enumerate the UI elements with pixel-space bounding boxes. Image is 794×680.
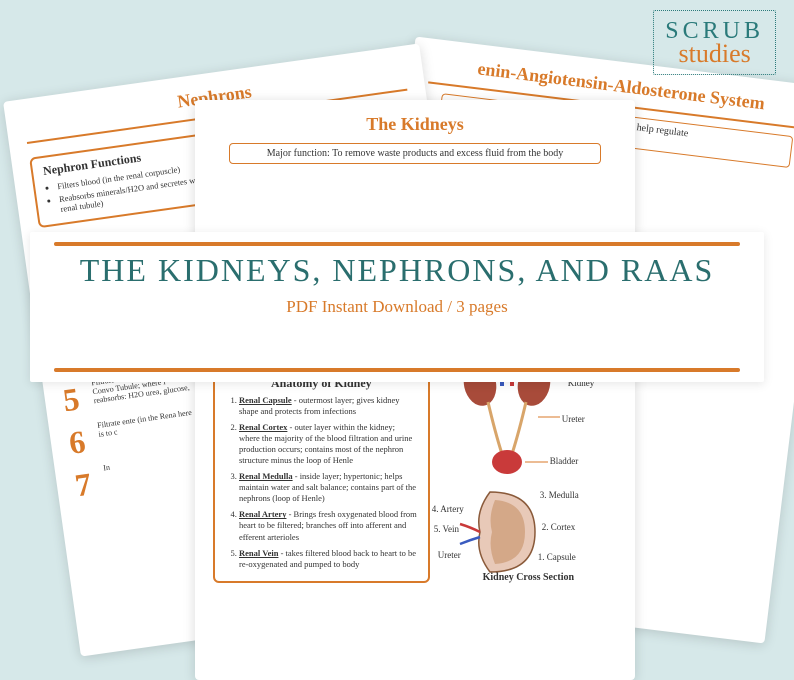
anatomy-list: Renal Capsule - outermost layer; gives k… xyxy=(225,395,418,570)
brand-logo: SCRUB studies xyxy=(665,18,764,69)
label-bladder: Bladder xyxy=(550,456,635,466)
anatomy-item: Renal Capsule - outermost layer; gives k… xyxy=(239,395,418,417)
label-medulla: 3. Medulla xyxy=(540,490,635,500)
title-banner: THE KIDNEYS, NEPHRONS, AND RAAS PDF Inst… xyxy=(30,232,764,382)
term: Renal Cortex xyxy=(239,422,287,432)
anatomy-item: Renal Vein - takes filtered blood back t… xyxy=(239,548,418,570)
anatomy-item: Renal Artery - Brings fresh oxygenated b… xyxy=(239,509,418,542)
term: Renal Vein xyxy=(239,548,278,558)
label-ureter: Ureter xyxy=(562,414,635,424)
major-function: Major function: To remove waste products… xyxy=(229,143,601,164)
banner-title: THE KIDNEYS, NEPHRONS, AND RAAS xyxy=(60,252,734,289)
step-num: 5 xyxy=(61,379,94,420)
anatomy-diagram: Kidney Ureter Bladder 3. Medulla 2. Cort… xyxy=(440,362,617,589)
term: Renal Artery xyxy=(239,509,286,519)
label-ureter2: Ureter xyxy=(438,550,615,560)
page-title: The Kidneys xyxy=(213,114,617,135)
anatomy-box: Anatomy of Kidney Renal Capsule - outerm… xyxy=(213,368,430,583)
anatomy-section: Anatomy of Kidney Renal Capsule - outerm… xyxy=(213,362,617,589)
cross-section-title: Kidney Cross Section xyxy=(440,572,617,583)
step-num: 7 xyxy=(73,464,106,505)
logo-line2: studies xyxy=(665,39,764,69)
anatomy-item: Renal Medulla - inside layer; hypertonic… xyxy=(239,471,418,504)
term: Renal Medulla xyxy=(239,471,293,481)
anatomy-item: Renal Cortex - outer layer within the ki… xyxy=(239,422,418,466)
banner-subtitle: PDF Instant Download / 3 pages xyxy=(60,297,734,317)
label-artery: 4. Artery xyxy=(432,504,609,514)
label-vein: 5. Vein xyxy=(434,524,611,534)
term: Renal Capsule xyxy=(239,395,292,405)
page-kidneys: The Kidneys Major function: To remove wa… xyxy=(195,100,635,680)
step-num: 6 xyxy=(67,421,100,462)
